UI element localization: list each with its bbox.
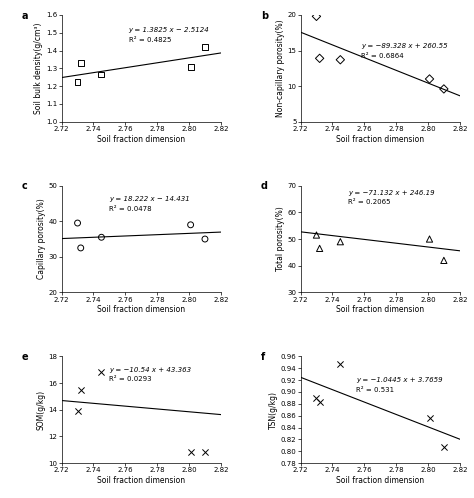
Point (440, 443, 447, 451)
Point (316, 398, 323, 406)
Point (440, 256, 447, 264)
X-axis label: Soil fraction dimension: Soil fraction dimension (97, 476, 185, 485)
Point (201, 449, 209, 457)
Text: f: f (261, 352, 265, 362)
Point (98, 369, 105, 376)
X-axis label: Soil fraction dimension: Soil fraction dimension (97, 305, 185, 314)
Point (77, 244, 84, 252)
Text: R² = 0.4825: R² = 0.4825 (128, 37, 171, 43)
Text: y = 1.3825 x − 2.5124: y = 1.3825 x − 2.5124 (128, 27, 209, 33)
Point (440, 85, 447, 93)
X-axis label: Soil fraction dimension: Soil fraction dimension (336, 305, 424, 314)
Point (337, 238, 344, 246)
Text: R² = 0.6864: R² = 0.6864 (361, 53, 404, 59)
Text: y = −71.132 x + 246.19: y = −71.132 x + 246.19 (348, 190, 435, 196)
X-axis label: Soil fraction dimension: Soil fraction dimension (336, 134, 424, 143)
Text: R² = 0.2065: R² = 0.2065 (348, 199, 391, 205)
Y-axis label: Non-capillary porosity(%): Non-capillary porosity(%) (275, 19, 284, 117)
Text: a: a (22, 10, 28, 21)
Point (337, 56, 344, 64)
Y-axis label: TSN(g/kg): TSN(g/kg) (269, 391, 278, 429)
Point (187, 449, 194, 457)
Point (201, 43, 209, 51)
Text: y = −1.0445 x + 3.7659: y = −1.0445 x + 3.7659 (356, 377, 443, 383)
Point (77, 59, 84, 67)
Point (316, 54, 323, 62)
Point (426, 235, 433, 243)
Point (313, 394, 320, 402)
Text: d: d (261, 181, 268, 191)
X-axis label: Soil fraction dimension: Soil fraction dimension (97, 134, 185, 143)
Point (98, 71, 105, 79)
X-axis label: Soil fraction dimension: Soil fraction dimension (336, 476, 424, 485)
Text: c: c (22, 181, 27, 191)
Text: R² = 0.0293: R² = 0.0293 (109, 376, 152, 382)
Point (74, 78, 82, 86)
Point (187, 63, 194, 71)
Y-axis label: Capillary porosity(%): Capillary porosity(%) (36, 199, 46, 279)
Point (74, 407, 82, 415)
Point (316, 245, 323, 252)
Point (337, 360, 344, 368)
Point (426, 75, 433, 83)
Text: e: e (22, 352, 28, 362)
Point (98, 233, 105, 241)
Point (187, 221, 194, 229)
Text: R² = 0.531: R² = 0.531 (356, 387, 394, 393)
Text: y = −10.54 x + 43.363: y = −10.54 x + 43.363 (109, 367, 191, 373)
Text: y = −89.328 x + 260.55: y = −89.328 x + 260.55 (361, 43, 447, 49)
Y-axis label: Total porosity(%): Total porosity(%) (275, 207, 284, 271)
Text: R² = 0.0478: R² = 0.0478 (109, 206, 152, 212)
Point (313, 231, 320, 239)
Point (74, 219, 82, 227)
Point (426, 414, 433, 422)
Point (77, 386, 84, 394)
Y-axis label: Soil bulk density(g/cm³): Soil bulk density(g/cm³) (35, 22, 44, 114)
Text: y = 18.222 x − 14.431: y = 18.222 x − 14.431 (109, 196, 190, 202)
Y-axis label: SOM(g/kg): SOM(g/kg) (36, 390, 46, 430)
Point (201, 235, 209, 243)
Text: b: b (261, 10, 268, 21)
Point (313, 12, 320, 20)
